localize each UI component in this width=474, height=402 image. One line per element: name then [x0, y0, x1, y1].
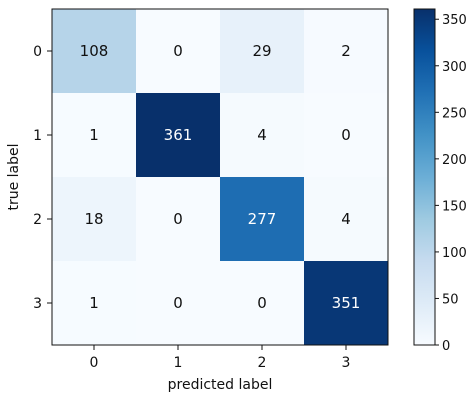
colorbar-tick-label-50: 50: [442, 292, 459, 307]
heatmap-cell-r3-c0: [52, 261, 136, 345]
cell-value-r1-c0: 1: [89, 126, 99, 144]
cell-value-r2-c1: 0: [173, 210, 183, 228]
x-tick-label-3: 3: [342, 355, 351, 371]
heatmap-cell-r3-c1: [136, 261, 220, 345]
y-tick-label-3: 3: [33, 296, 42, 312]
heatmap-cell-r0-c1: [136, 9, 220, 93]
heatmap-cells: [52, 9, 388, 345]
colorbar-tick-label-300: 300: [442, 60, 467, 75]
colorbar-tick-label-100: 100: [442, 246, 467, 261]
cell-value-r3-c0: 1: [89, 294, 99, 312]
heatmap-cell-r3-c3: [304, 261, 388, 345]
heatmap-cell-r2-c1: [136, 177, 220, 261]
cell-value-r1-c3: 0: [341, 126, 351, 144]
heatmap-cell-r0-c0: [52, 9, 136, 93]
y-axis-ticks: 0 1 2 3: [33, 44, 52, 312]
cell-value-r0-c0: 108: [80, 42, 109, 60]
y-tick-label-2: 2: [33, 212, 42, 228]
heatmap-cell-r1-c3: [304, 93, 388, 177]
colorbar-tick-label-150: 150: [442, 199, 467, 214]
heatmap-cell-r0-c3: [304, 9, 388, 93]
y-tick-label-0: 0: [33, 44, 42, 60]
cell-value-r0-c2: 29: [252, 42, 271, 60]
cell-value-r0-c3: 2: [341, 42, 351, 60]
cell-value-r0-c1: 0: [173, 42, 183, 60]
x-tick-label-0: 0: [90, 355, 99, 371]
y-tick-label-1: 1: [33, 128, 42, 144]
heatmap-cell-r2-c2: [220, 177, 304, 261]
heatmap-cell-r1-c0: [52, 93, 136, 177]
y-axis-label: true label: [6, 143, 22, 210]
heatmap-cell-r0-c2: [220, 9, 304, 93]
x-tick-label-2: 2: [258, 355, 267, 371]
x-axis-ticks: 0 1 2 3: [90, 345, 351, 371]
colorbar-tick-label-0: 0: [442, 339, 450, 354]
heatmap-cell-r2-c0: [52, 177, 136, 261]
heatmap-cell-r1-c2: [220, 93, 304, 177]
x-tick-label-1: 1: [174, 355, 183, 371]
heatmap-cell-r2-c3: [304, 177, 388, 261]
heatmap-cell-labels: 108 0 29 2 1 361 4 0 18 0 277 4 1 0 0 351: [80, 42, 361, 312]
x-axis-label: predicted label: [168, 377, 273, 393]
colorbar-tick-label-350: 350: [442, 13, 467, 28]
colorbar-ticks: 0 50 100 150 200 250 300 350: [435, 13, 467, 354]
cell-value-r3-c1: 0: [173, 294, 183, 312]
colorbar-tick-label-200: 200: [442, 153, 467, 168]
cell-value-r3-c2: 0: [257, 294, 267, 312]
cell-value-r1-c2: 4: [257, 126, 267, 144]
cell-value-r3-c3: 351: [332, 294, 361, 312]
cell-value-r1-c1: 361: [164, 126, 193, 144]
heatmap-cell-r1-c1: [136, 93, 220, 177]
colorbar-tick-label-250: 250: [442, 106, 467, 121]
cell-value-r2-c3: 4: [341, 210, 351, 228]
cell-value-r2-c2: 277: [248, 210, 277, 228]
cell-value-r2-c0: 18: [84, 210, 103, 228]
heatmap-cell-r3-c2: [220, 261, 304, 345]
colorbar: [413, 8, 436, 346]
plot-frame: [51, 8, 389, 346]
